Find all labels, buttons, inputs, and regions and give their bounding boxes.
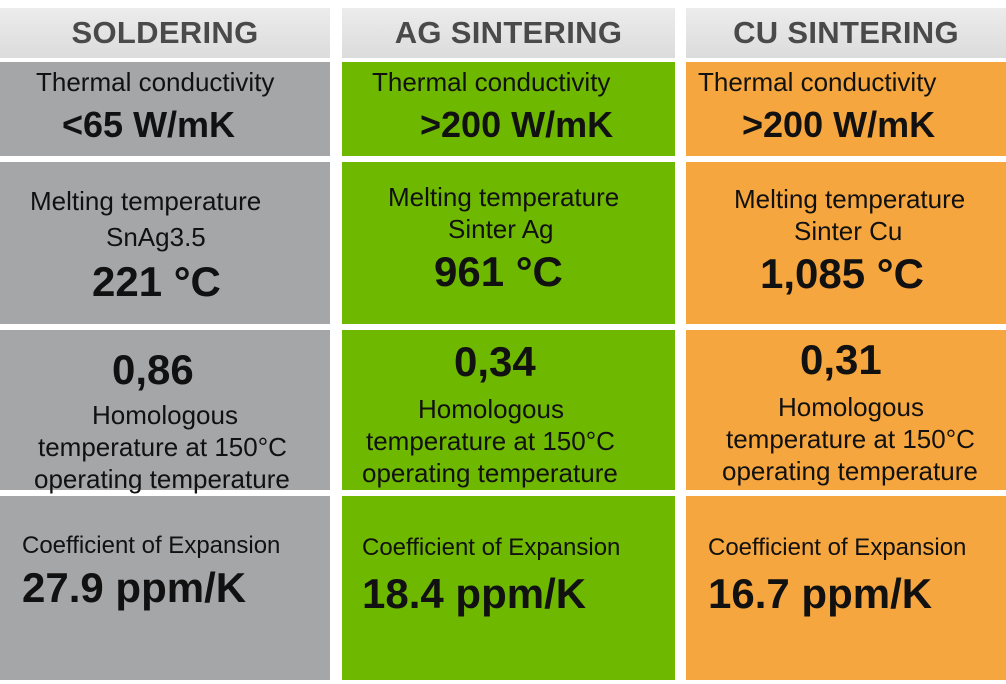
expansion-label: Coefficient of Expansion <box>362 534 621 561</box>
melting-material: Sinter Cu <box>794 216 903 246</box>
homologous-cell-soldering: 0,86 Homologous temperature at 150°C ope… <box>0 330 330 494</box>
homologous-value: 0,31 <box>800 336 882 383</box>
melting-label: Melting temperature <box>30 186 262 216</box>
homologous-line-1: Homologous <box>92 400 238 430</box>
thermal-value: >200 W/mK <box>742 104 936 145</box>
thermal-label: Thermal conductivity <box>372 67 611 97</box>
melting-cell-cu: Melting temperature Sinter Cu 1,085 °C <box>686 162 1006 324</box>
expansion-value: 16.7 ppm/K <box>708 570 933 617</box>
homologous-line-3: operating temperature <box>722 456 978 486</box>
homologous-cell-cu: 0,31 Homologous temperature at 150°C ope… <box>686 330 1006 490</box>
homologous-line-1: Homologous <box>418 394 564 424</box>
thermal-cell-cu: Thermal conductivity >200 W/mK <box>686 62 1006 156</box>
homologous-line-3: operating temperature <box>362 458 618 488</box>
melting-material: SnAg3.5 <box>106 222 206 252</box>
thermal-label: Thermal conductivity <box>698 67 937 97</box>
melting-cell-ag: Melting temperature Sinter Ag 961 °C <box>342 162 675 324</box>
expansion-label: Coefficient of Expansion <box>708 534 967 561</box>
thermal-cell-soldering: Thermal conductivity <65 W/mK <box>0 62 330 156</box>
melting-value: 221 °C <box>92 258 221 305</box>
homologous-line-2: temperature at 150°C <box>726 424 975 454</box>
homologous-value: 0,34 <box>454 338 536 385</box>
homologous-line-3: operating temperature <box>34 464 290 494</box>
melting-label: Melting temperature <box>734 184 966 214</box>
expansion-value: 18.4 ppm/K <box>362 570 587 617</box>
thermal-value: <65 W/mK <box>62 104 236 145</box>
column-header-cu-sintering: CU SINTERING <box>686 8 1006 58</box>
melting-value: 961 °C <box>434 248 563 295</box>
melting-label: Melting temperature <box>388 182 620 212</box>
melting-material: Sinter Ag <box>448 214 554 244</box>
homologous-cell-ag: 0,34 Homologous temperature at 150°C ope… <box>342 330 675 490</box>
thermal-cell-ag: Thermal conductivity >200 W/mK <box>342 62 675 156</box>
thermal-value: >200 W/mK <box>420 104 614 145</box>
expansion-cell-cu: Coefficient of Expansion 16.7 ppm/K <box>686 496 1006 680</box>
homologous-value: 0,86 <box>112 346 194 393</box>
expansion-cell-soldering: Coefficient of Expansion 27.9 ppm/K <box>0 496 330 680</box>
column-header-ag-sintering: AG SINTERING <box>342 8 675 58</box>
homologous-line-2: temperature at 150°C <box>366 426 615 456</box>
expansion-cell-ag: Coefficient of Expansion 18.4 ppm/K <box>342 496 675 680</box>
thermal-label: Thermal conductivity <box>36 67 275 97</box>
homologous-line-1: Homologous <box>778 392 924 422</box>
melting-cell-soldering: Melting temperature SnAg3.5 221 °C <box>0 162 330 324</box>
homologous-line-2: temperature at 150°C <box>38 432 287 462</box>
melting-value: 1,085 °C <box>760 250 924 297</box>
column-header-soldering: SOLDERING <box>0 8 330 58</box>
expansion-label: Coefficient of Expansion <box>22 532 281 559</box>
expansion-value: 27.9 ppm/K <box>22 564 247 611</box>
